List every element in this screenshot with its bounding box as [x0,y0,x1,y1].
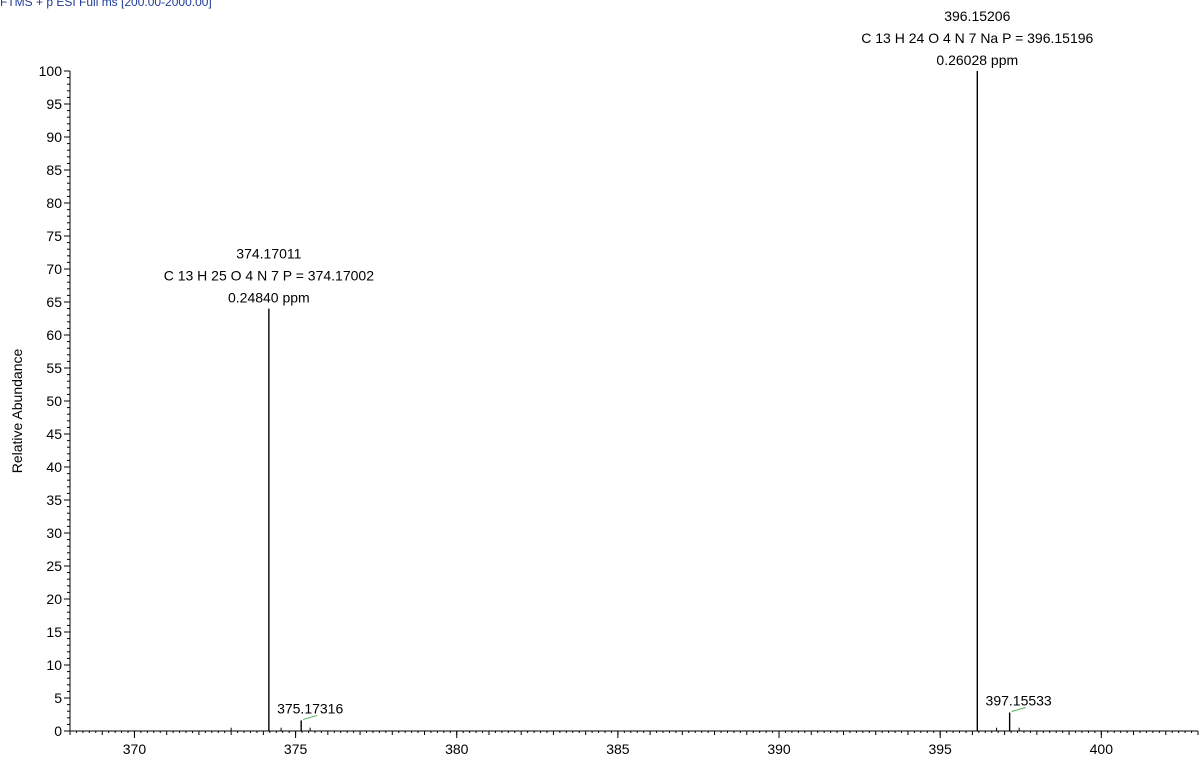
y-tick-label: 85 [46,162,62,178]
y-axis-label: Relative Abundance [9,349,25,474]
y-tick-label: 60 [46,327,62,343]
scan-header: FTMS + p ESI Full ms [200.00-2000.00] [0,0,212,9]
x-tick-label: 400 [1090,741,1114,757]
peak-formula-label: C 13 H 25 O 4 N 7 P = 374.17002 [164,268,374,284]
peak-ppm-label: 0.24840 ppm [228,290,310,306]
peak-ppm-label: 0.26028 ppm [936,52,1018,68]
peak-mz-label: 397.15533 [986,693,1052,709]
peak-mz-label: 396.15206 [944,8,1010,24]
y-tick-label: 90 [46,129,62,145]
y-tick-label: 0 [54,723,62,739]
y-tick-label: 40 [46,459,62,475]
x-major-ticks: 370 375 380 385 390 395 400 [123,731,1113,757]
chart-axes [64,71,1198,732]
peak-mz-label: 375.17316 [277,700,343,716]
x-tick-label: 390 [767,741,791,757]
x-tick-label: 380 [445,741,469,757]
y-tick-label: 80 [46,195,62,211]
peak-label-leader [1011,707,1026,713]
x-minor-ticks [69,731,1199,735]
y-axis-ticks: 0 5 10 15 20 25 30 35 40 45 50 55 60 65 70 75 80 85 90 95 10… [39,63,70,739]
y-tick-label: 30 [46,525,62,541]
y-tick-label: 65 [46,294,62,310]
peak-label-leader [303,714,318,720]
y-tick-label: 75 [46,228,62,244]
y-tick-label: 100 [39,63,63,79]
baseline-noise [230,727,1020,731]
x-tick-label: 395 [928,741,952,757]
y-tick-label: 20 [46,591,62,607]
y-tick-label: 55 [46,360,62,376]
y-tick-label: 25 [46,558,62,574]
x-tick-label: 385 [606,741,630,757]
peak-annotations: 374.17011 C 13 H 25 O 4 N 7 P = 374.17002… [164,8,1094,720]
x-tick-label: 370 [123,741,147,757]
y-tick-label: 45 [46,426,62,442]
spectrum-peaks [268,71,1011,731]
y-tick-label: 70 [46,261,62,277]
y-tick-label: 95 [46,96,62,112]
y-tick-label: 15 [46,624,62,640]
peak-mz-label: 374.17011 [236,246,301,262]
y-tick-label: 35 [46,492,62,508]
x-tick-label: 375 [284,741,308,757]
y-tick-label: 50 [46,393,62,409]
y-tick-label: 5 [54,690,62,706]
peak-formula-label: C 13 H 24 O 4 N 7 Na P = 396.15196 [861,30,1093,46]
y-tick-label: 10 [46,657,62,673]
